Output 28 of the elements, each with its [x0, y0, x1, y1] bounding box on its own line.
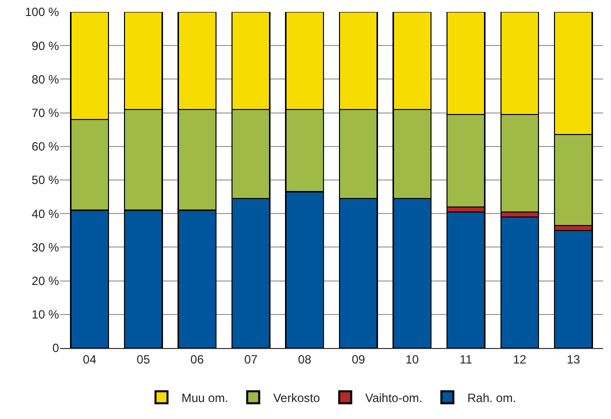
- x-tick-label: 07: [244, 352, 258, 366]
- x-tick-label: 10: [405, 352, 420, 366]
- y-tick-label: 40 %: [32, 206, 60, 221]
- x-tick-label: 06: [190, 352, 204, 366]
- y-tick-label: 80 %: [32, 72, 60, 86]
- y-tick-label: 50 %: [32, 173, 60, 188]
- legend-label: Vaihto-om.: [365, 390, 422, 405]
- x-tick-label: 09: [352, 352, 366, 366]
- x-tick-label: 13: [566, 352, 580, 366]
- y-tick-label: 20 %: [32, 274, 60, 288]
- bar: [554, 230, 593, 348]
- y-tick-label: 70 %: [32, 106, 60, 120]
- legend-label: Verkosto: [273, 390, 320, 405]
- y-tick-label: 10 %: [32, 308, 60, 322]
- y-tick-label: 100 %: [24, 5, 60, 20]
- legend-label: Rah. om.: [467, 390, 516, 405]
- bar: [500, 216, 540, 348]
- y-tick-label: 60 %: [32, 140, 60, 154]
- legend-label: Muu om.: [182, 390, 228, 405]
- x-tick-label: 12: [512, 352, 527, 366]
- x-tick-label: 08: [298, 352, 312, 366]
- y-tick-label: 0: [52, 341, 60, 356]
- bar: [446, 211, 486, 348]
- y-tick-label: 30 %: [32, 240, 60, 254]
- x-tick-label: 11: [460, 352, 472, 366]
- x-tick-label: 04: [82, 352, 97, 366]
- y-tick-label: 90 %: [32, 38, 60, 53]
- x-tick-label: 05: [136, 352, 150, 366]
